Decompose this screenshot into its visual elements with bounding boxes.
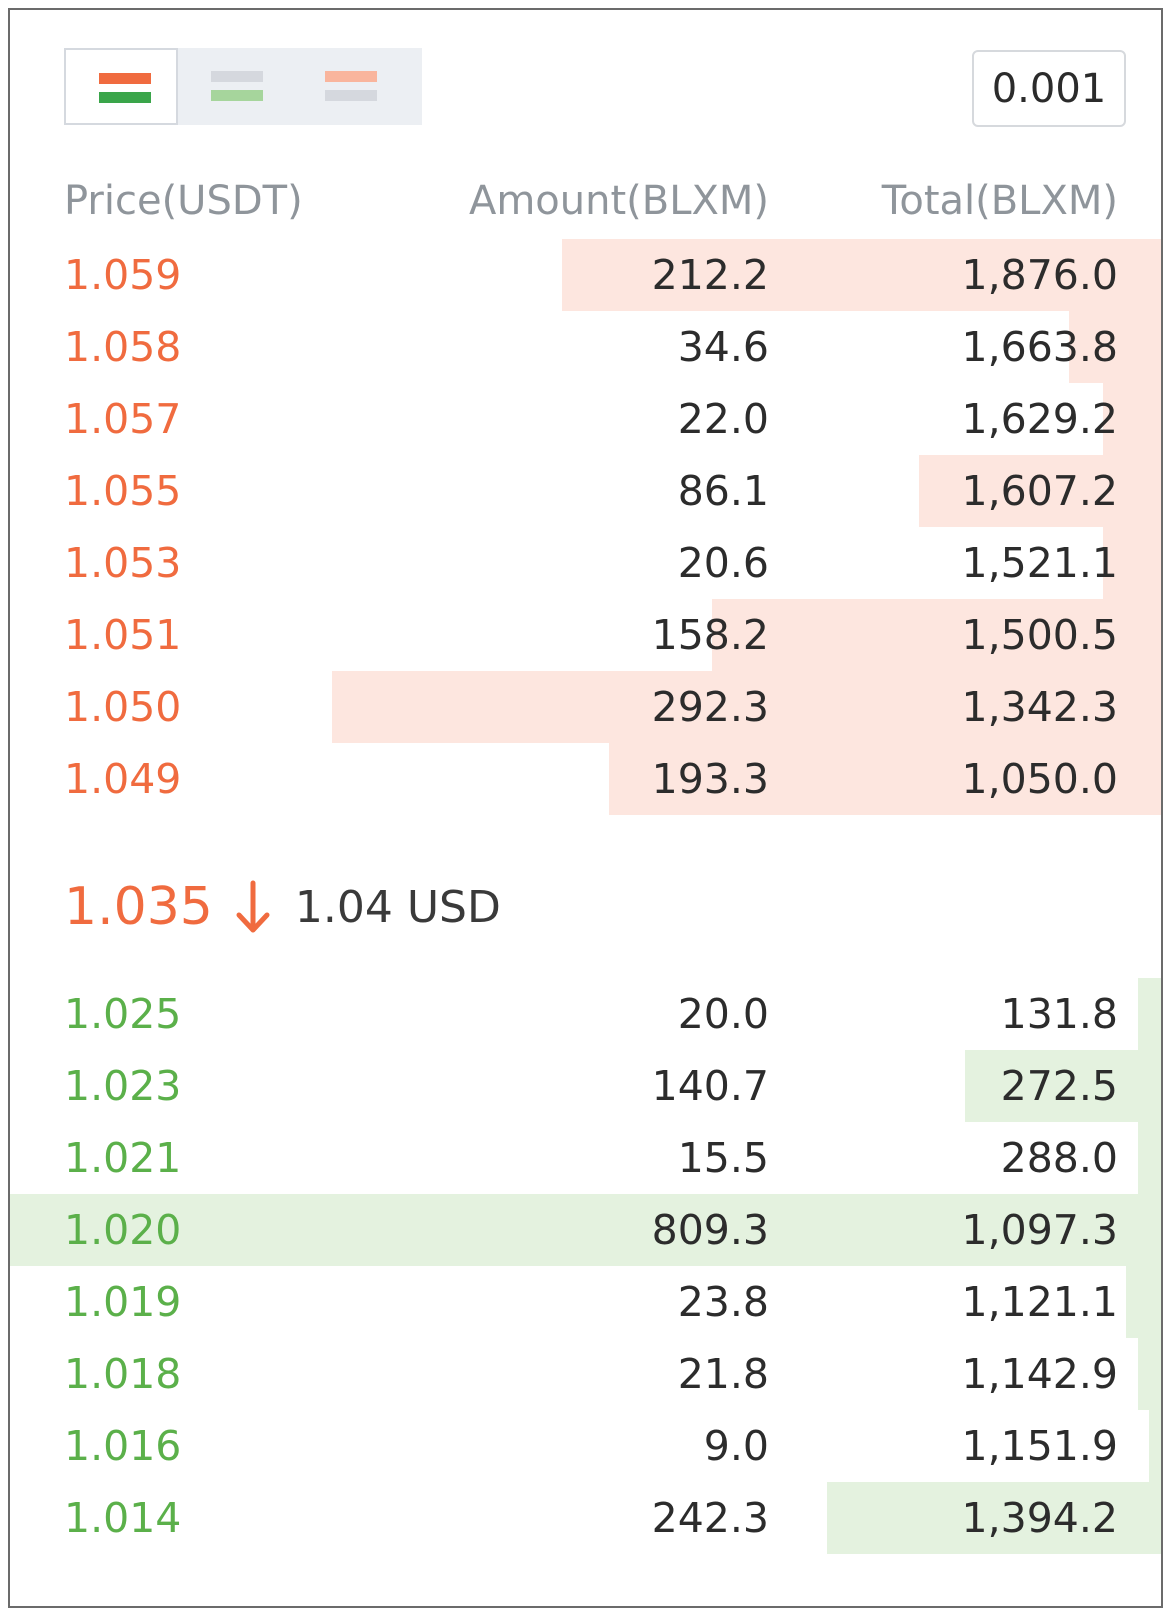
ask-total: 1,663.8	[961, 323, 1119, 371]
last-price-row: 1.035 1.04 USD	[64, 872, 501, 942]
ask-row[interactable]: 1.057 22.0 1,629.2	[10, 383, 1161, 455]
view-mode-bids-button[interactable]	[178, 48, 292, 125]
ask-row[interactable]: 1.051 158.2 1,500.5	[10, 599, 1161, 671]
ask-amount: 20.6	[677, 539, 769, 587]
bid-amount: 21.8	[677, 1350, 769, 1398]
ask-amount: 158.2	[651, 611, 769, 659]
bid-price: 1.016	[64, 1422, 182, 1470]
ask-price: 1.051	[64, 611, 182, 659]
ask-row[interactable]: 1.058 34.6 1,663.8	[10, 311, 1161, 383]
bid-amount: 9.0	[703, 1422, 769, 1470]
bid-total: 131.8	[1000, 990, 1118, 1038]
bid-price: 1.019	[64, 1278, 182, 1326]
ask-depth-bar	[332, 671, 1161, 743]
arrow-down-icon	[236, 880, 270, 933]
ask-row[interactable]: 1.050 292.3 1,342.3	[10, 671, 1161, 743]
ask-amount: 22.0	[677, 395, 769, 443]
bid-amount: 242.3	[651, 1494, 769, 1542]
ask-total: 1,607.2	[961, 467, 1119, 515]
ask-price: 1.049	[64, 755, 182, 803]
bid-row[interactable]: 1.020 809.3 1,097.3	[10, 1194, 1161, 1266]
bid-price: 1.014	[64, 1494, 182, 1542]
asks-bar-icon	[325, 71, 377, 82]
ask-price: 1.050	[64, 683, 182, 731]
precision-select[interactable]: 0.001	[972, 50, 1126, 127]
ask-price: 1.058	[64, 323, 182, 371]
price-column-header: Price(USDT)	[64, 178, 303, 224]
bid-depth-bar	[965, 1050, 1161, 1122]
ask-total: 1,521.1	[961, 539, 1119, 587]
bid-amount: 809.3	[651, 1206, 769, 1254]
ask-row[interactable]: 1.049 193.3 1,050.0	[10, 743, 1161, 815]
bid-total: 1,151.9	[961, 1422, 1119, 1470]
last-price: 1.035	[64, 877, 213, 937]
bids-bar-icon	[99, 92, 151, 103]
ask-depth-bar	[1103, 527, 1161, 599]
bids-bar-icon	[325, 90, 377, 101]
bid-amount: 15.5	[677, 1134, 769, 1182]
bid-depth-bar	[1138, 978, 1161, 1050]
bid-row[interactable]: 1.023 140.7 272.5	[10, 1050, 1161, 1122]
bid-price: 1.023	[64, 1062, 182, 1110]
ask-price: 1.059	[64, 251, 182, 299]
bid-row[interactable]: 1.025 20.0 131.8	[10, 978, 1161, 1050]
bid-total: 272.5	[1000, 1062, 1118, 1110]
ask-amount: 34.6	[677, 323, 769, 371]
bid-row[interactable]: 1.021 15.5 288.0	[10, 1122, 1161, 1194]
ask-row[interactable]: 1.059 212.2 1,876.0	[10, 239, 1161, 311]
bid-row[interactable]: 1.016 9.0 1,151.9	[10, 1410, 1161, 1482]
ask-depth-bar	[712, 599, 1161, 671]
view-mode-asks-button[interactable]	[292, 48, 406, 125]
ask-depth-bar	[609, 743, 1161, 815]
ask-total: 1,876.0	[961, 251, 1119, 299]
bid-amount: 140.7	[651, 1062, 769, 1110]
ask-price: 1.057	[64, 395, 182, 443]
ask-depth-bar	[919, 455, 1161, 527]
bid-row[interactable]: 1.014 242.3 1,394.2	[10, 1482, 1161, 1554]
bid-amount: 23.8	[677, 1278, 769, 1326]
bid-amount: 20.0	[677, 990, 769, 1038]
last-price-usd: 1.04 USD	[294, 881, 501, 933]
ask-amount: 292.3	[651, 683, 769, 731]
bid-depth-bar	[827, 1482, 1161, 1554]
bid-row[interactable]: 1.018 21.8 1,142.9	[10, 1338, 1161, 1410]
ask-amount: 86.1	[677, 467, 769, 515]
bid-price: 1.025	[64, 990, 182, 1038]
ask-total: 1,500.5	[961, 611, 1119, 659]
ask-price: 1.055	[64, 467, 182, 515]
total-column-header: Total(BLXM)	[881, 178, 1118, 224]
ask-depth-bar	[1069, 311, 1161, 383]
bid-total: 288.0	[1000, 1134, 1118, 1182]
bid-price: 1.020	[64, 1206, 182, 1254]
ask-row[interactable]: 1.053 20.6 1,521.1	[10, 527, 1161, 599]
bid-depth-bar	[1126, 1266, 1161, 1338]
amount-column-header: Amount(BLXM)	[468, 178, 769, 224]
bid-total: 1,394.2	[961, 1494, 1119, 1542]
order-book-panel: 0.001 Price(USDT) Amount(BLXM) Total(BLX…	[8, 8, 1163, 1608]
ask-depth-bar	[1103, 383, 1161, 455]
bids-bar-icon	[211, 90, 263, 101]
view-mode-both-button[interactable]	[64, 48, 178, 125]
bid-depth-bar	[1138, 1122, 1161, 1194]
bid-total: 1,121.1	[961, 1278, 1119, 1326]
bid-depth-bar	[1149, 1410, 1161, 1482]
ask-total: 1,342.3	[961, 683, 1119, 731]
ask-amount: 212.2	[651, 251, 769, 299]
ask-row[interactable]: 1.055 86.1 1,607.2	[10, 455, 1161, 527]
bid-depth-bar	[1138, 1338, 1161, 1410]
asks-bar-icon	[211, 71, 263, 82]
ask-total: 1,050.0	[961, 755, 1119, 803]
bid-price: 1.021	[64, 1134, 182, 1182]
ask-amount: 193.3	[651, 755, 769, 803]
ask-depth-bar	[562, 239, 1161, 311]
bid-total: 1,142.9	[961, 1350, 1119, 1398]
bid-row[interactable]: 1.019 23.8 1,121.1	[10, 1266, 1161, 1338]
ask-total: 1,629.2	[961, 395, 1119, 443]
ask-price: 1.053	[64, 539, 182, 587]
bid-depth-bar	[10, 1194, 1161, 1266]
asks-bar-icon	[99, 73, 151, 84]
view-mode-toggle	[64, 48, 422, 125]
bid-price: 1.018	[64, 1350, 182, 1398]
bid-total: 1,097.3	[961, 1206, 1119, 1254]
